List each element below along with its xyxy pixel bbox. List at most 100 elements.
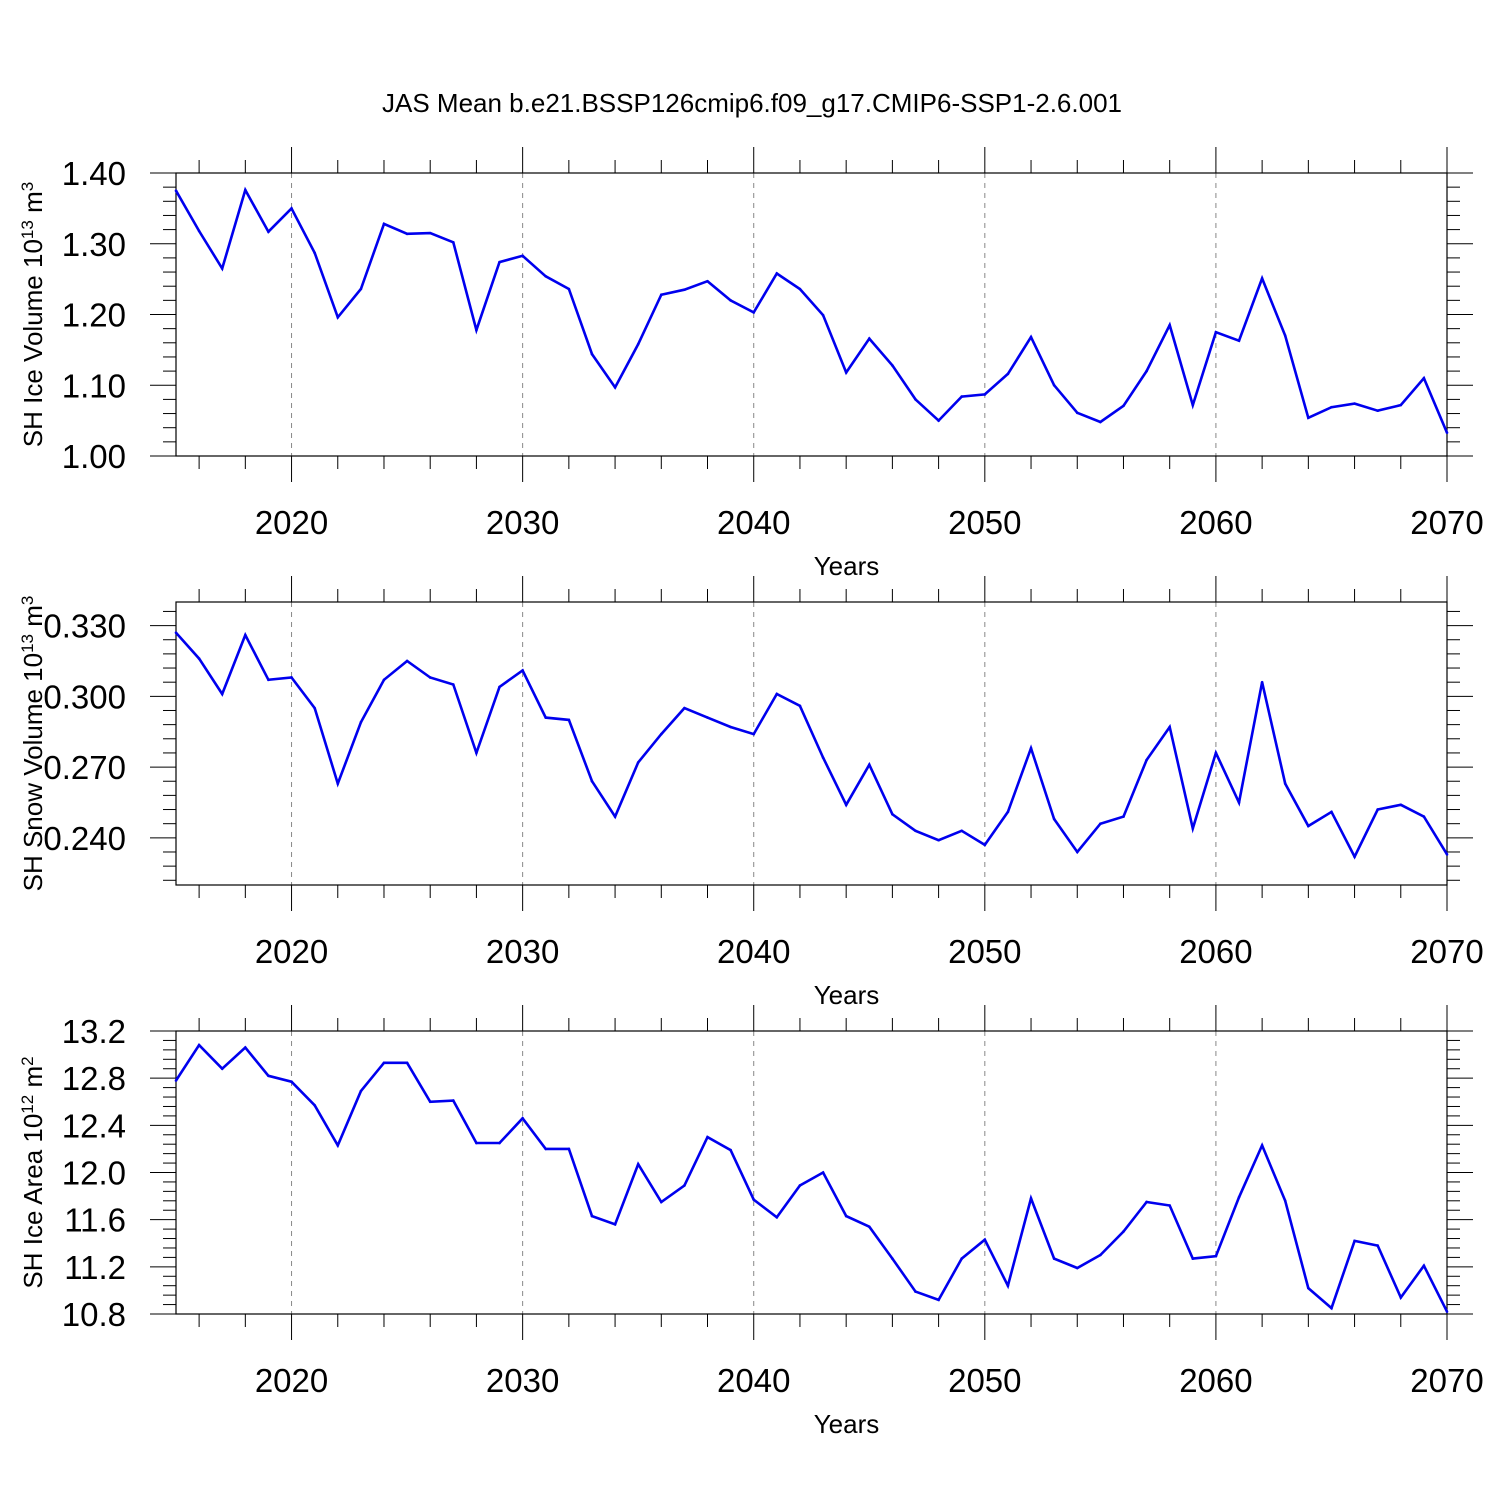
data-point — [1122, 404, 1125, 408]
data-point — [960, 395, 964, 398]
data-point — [1099, 420, 1102, 424]
data-point — [1052, 383, 1056, 387]
x-tick-label: 2060 — [1179, 1362, 1252, 1399]
data-point — [244, 633, 247, 637]
data-point — [752, 311, 756, 314]
y-axis-label-text: m — [18, 605, 48, 634]
data-point — [983, 393, 987, 396]
data-point — [1214, 1254, 1218, 1258]
data-point — [1006, 372, 1010, 376]
y-axis-label: SH Snow Volume 1013 m3 — [18, 596, 48, 892]
y-tick-label: 0.270 — [43, 749, 126, 786]
x-tick-label: 2050 — [948, 504, 1021, 541]
data-point — [1099, 822, 1102, 825]
data-point — [1283, 334, 1287, 338]
x-tick-label: 2020 — [255, 1362, 328, 1399]
y-axis-label-superscript: 13 — [18, 634, 37, 653]
x-tick-label: 2060 — [1179, 504, 1252, 541]
y-tick-label: 0.240 — [43, 820, 126, 857]
x-tick-label: 2070 — [1410, 504, 1483, 541]
data-point — [1399, 803, 1403, 807]
data-point — [359, 287, 363, 291]
plot-frame — [175, 172, 1448, 457]
data-point — [729, 299, 732, 302]
data-point — [1353, 402, 1356, 405]
x-tick-label: 2070 — [1410, 1362, 1483, 1399]
data-point — [914, 398, 917, 401]
data-point — [1145, 369, 1148, 373]
data-point — [197, 1043, 201, 1047]
data-point — [1168, 323, 1171, 327]
data-point — [267, 230, 270, 234]
data-point — [313, 1103, 316, 1107]
data-point — [452, 683, 455, 686]
data-point — [428, 1100, 432, 1104]
data-point — [405, 659, 409, 663]
data-point — [1445, 431, 1449, 434]
data-point — [567, 1147, 571, 1151]
data-point — [475, 328, 478, 332]
data-point — [1330, 405, 1333, 409]
y-tick-label: 13.2 — [62, 1013, 126, 1050]
y-axis-label-superscript: 3 — [18, 182, 37, 191]
data-point — [544, 274, 548, 278]
data-point — [1353, 1239, 1356, 1243]
series-line — [175, 631, 1449, 860]
data-point — [452, 241, 455, 244]
data-point — [937, 419, 940, 422]
data-point — [1237, 339, 1241, 342]
data-point — [590, 352, 594, 356]
data-point — [1260, 1144, 1264, 1147]
data-point — [1353, 855, 1356, 858]
y-tick-label: 12.4 — [62, 1107, 126, 1144]
data-point — [428, 231, 432, 235]
x-tick-label: 2050 — [948, 933, 1021, 970]
data-point — [1445, 1310, 1449, 1313]
data-point — [844, 371, 848, 374]
x-tick-label: 2020 — [255, 933, 328, 970]
data-point — [1168, 725, 1171, 729]
data-point — [683, 1184, 686, 1187]
series-line — [174, 186, 1449, 434]
data-point — [844, 803, 848, 807]
data-point — [775, 1216, 779, 1219]
data-point — [521, 1116, 524, 1120]
data-point — [359, 1089, 363, 1093]
data-point — [752, 732, 756, 736]
y-tick-label: 1.40 — [62, 155, 126, 192]
data-point — [267, 678, 270, 682]
x-axis-label: Years — [814, 980, 880, 1010]
data-point — [1445, 853, 1449, 856]
data-point — [544, 716, 548, 719]
data-point — [1422, 815, 1426, 818]
data-point — [382, 222, 386, 226]
data-point — [1168, 1204, 1171, 1207]
data-point — [1260, 277, 1264, 280]
data-point — [613, 1223, 617, 1226]
data-point — [636, 1162, 640, 1166]
data-point — [867, 763, 871, 767]
y-axis-label: SH Ice Volume 1013 m3 — [18, 182, 48, 447]
data-point — [683, 706, 686, 710]
data-point — [313, 706, 316, 710]
data-point — [729, 1148, 732, 1152]
data-point — [1422, 1264, 1426, 1267]
data-point — [244, 1046, 247, 1049]
data-point — [1191, 403, 1195, 407]
data-point — [1307, 824, 1310, 828]
data-point — [821, 756, 825, 759]
y-tick-label: 0.330 — [43, 608, 126, 645]
y-tick-label: 10.8 — [62, 1296, 126, 1333]
data-point — [220, 692, 224, 696]
data-point — [1283, 782, 1287, 785]
data-point — [428, 676, 432, 679]
panel-3: 2020 2030 2040 2050 2060 2070 Years 10.8 11.2 11.… — [18, 1005, 1484, 1439]
data-point — [290, 1080, 293, 1084]
data-point — [1214, 751, 1218, 755]
data-point — [844, 1214, 848, 1218]
y-axis-label: SH Ice Area 1012 m2 — [18, 1056, 48, 1288]
y-axis-label-text: m — [18, 191, 48, 220]
data-point — [613, 815, 617, 818]
data-point — [1214, 330, 1218, 334]
